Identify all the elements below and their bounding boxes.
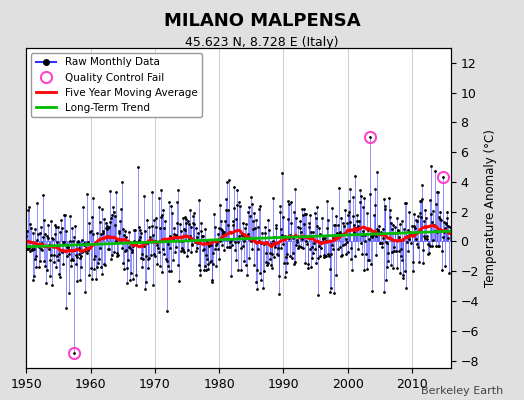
Legend: Raw Monthly Data, Quality Control Fail, Five Year Moving Average, Long-Term Tren: Raw Monthly Data, Quality Control Fail, … — [31, 53, 202, 117]
Y-axis label: Temperature Anomaly (°C): Temperature Anomaly (°C) — [484, 129, 497, 287]
Text: 45.623 N, 8.728 E (Italy): 45.623 N, 8.728 E (Italy) — [185, 36, 339, 49]
Text: Berkeley Earth: Berkeley Earth — [421, 386, 503, 396]
Text: MILANO MALPENSA: MILANO MALPENSA — [163, 12, 361, 30]
